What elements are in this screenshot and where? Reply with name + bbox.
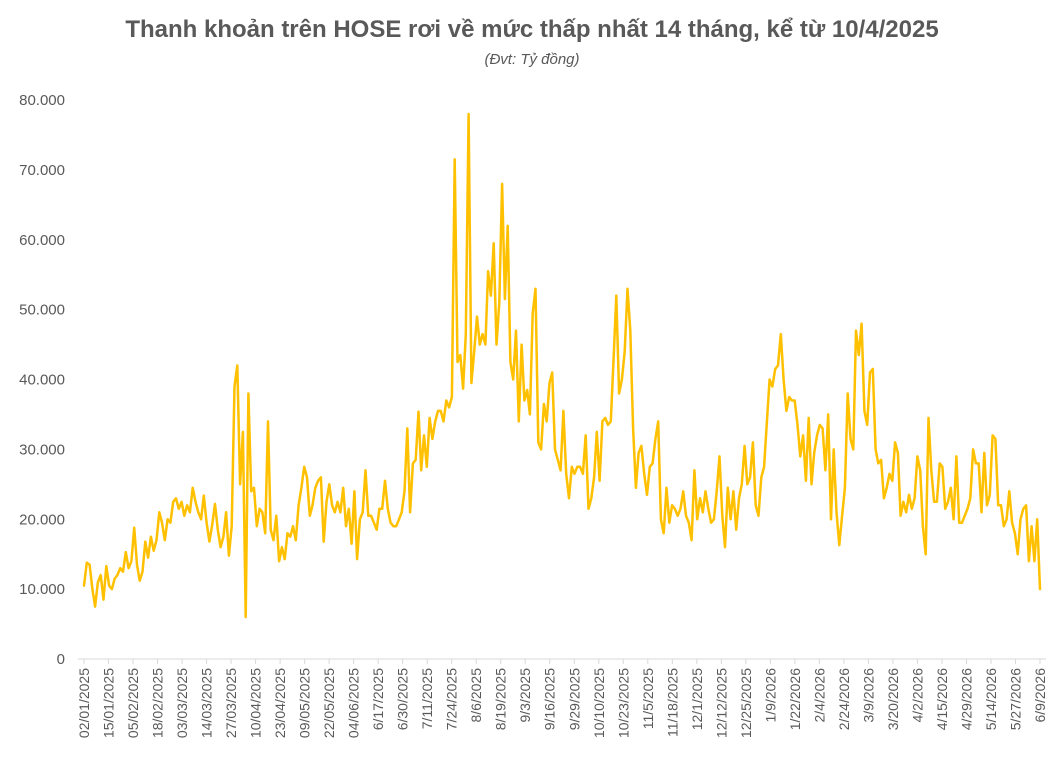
x-tick-label: 03/03/2025 [174,668,190,738]
x-axis-ticks: 02/01/2025 15/01/2025 05/02/2025 18/02/2025… [76,659,1048,738]
y-tick-label: 80.000 [19,92,65,109]
x-tick-label: 18/02/2025 [150,668,166,738]
x-tick-label: 7/11/2025 [419,668,435,729]
x-tick-label: 22/05/2025 [321,668,337,738]
x-tick-label: 12/12/2025 [713,668,729,738]
y-tick-label: 0 [57,651,65,668]
x-tick-label: 11/5/2025 [640,668,656,729]
x-tick-label: 7/24/2025 [444,668,460,730]
x-tick-label: 5/14/2026 [983,668,999,730]
x-tick-label: 2/4/2026 [811,668,827,723]
x-tick-label: 10/10/2025 [591,668,607,738]
chart-subtitle: (Đvt: Tỷ đồng) [484,51,580,68]
x-tick-label: 27/03/2025 [223,668,239,738]
x-tick-label: 9/16/2025 [542,668,558,730]
x-tick-label: 11/18/2025 [664,668,680,737]
x-tick-label: 3/20/2026 [885,668,901,730]
x-tick-label: 15/01/2025 [101,668,117,738]
x-tick-label: 12/1/2025 [689,668,705,730]
x-tick-label: 6/17/2025 [370,668,386,730]
x-tick-label: 05/02/2025 [125,668,141,738]
y-tick-label: 10.000 [19,581,65,598]
y-tick-label: 60.000 [19,232,65,249]
x-tick-label: 14/03/2025 [199,668,215,738]
y-tick-label: 20.000 [19,511,65,528]
y-axis-ticks: 0 10.000 20.000 30.000 40.000 50.000 60.000 70.… [19,92,65,668]
x-tick-label: 5/27/2026 [1008,668,1024,730]
x-tick-label: 3/9/2026 [860,668,876,723]
x-tick-label: 9/29/2025 [566,668,582,730]
x-tick-label: 4/29/2026 [959,668,975,730]
x-tick-label: 12/25/2025 [738,668,754,738]
y-tick-label: 50.000 [19,302,65,319]
x-tick-label: 23/04/2025 [272,668,288,738]
x-tick-label: 2/24/2026 [836,668,852,730]
x-tick-label: 1/22/2026 [787,668,803,730]
x-tick-label: 9/3/2025 [517,668,533,723]
x-tick-label: 4/15/2026 [934,668,950,730]
x-tick-label: 6/30/2025 [395,668,411,730]
x-tick-label: 8/19/2025 [493,668,509,730]
x-tick-label: 4/2/2026 [909,668,925,723]
y-tick-label: 30.000 [19,441,65,458]
x-tick-label: 1/9/2026 [762,668,778,723]
x-tick-label: 04/06/2025 [346,668,362,738]
y-tick-label: 40.000 [19,372,65,389]
x-tick-label: 10/04/2025 [248,668,264,738]
x-tick-label: 10/23/2025 [615,668,631,738]
x-tick-label: 6/9/2026 [1032,668,1048,723]
x-tick-label: 02/01/2025 [76,668,92,738]
series-line [82,112,1042,619]
x-tick-label: 09/05/2025 [297,668,313,738]
y-tick-label: 70.000 [19,162,65,179]
chart-title: Thanh khoản trên HOSE rơi về mức thấp nh… [125,16,939,43]
x-tick-label: 8/6/2025 [468,668,484,723]
